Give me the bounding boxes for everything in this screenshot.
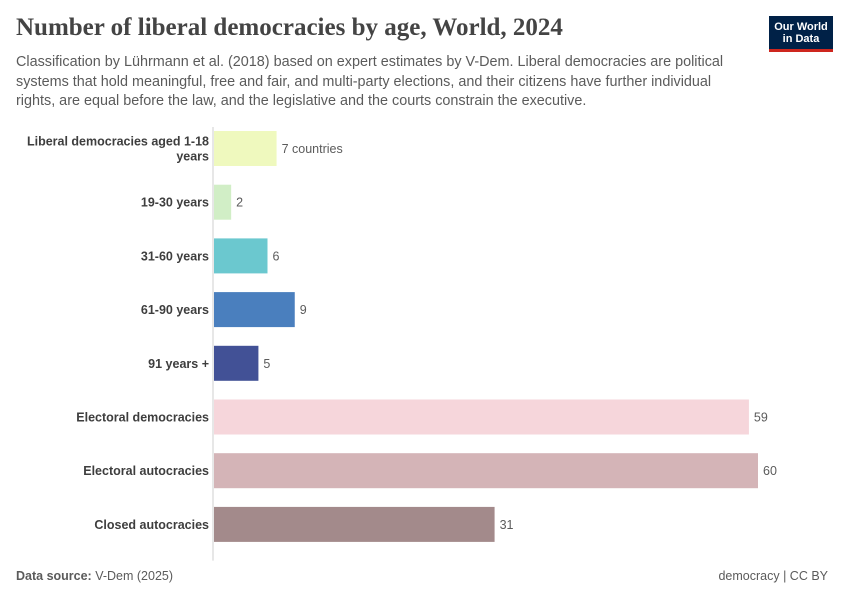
value-label-1: 2 (236, 196, 243, 210)
bar-4[interactable] (214, 345, 259, 381)
logo-line-1: Our World (774, 21, 828, 33)
category-label-7: Closed autocracies (94, 518, 209, 532)
license-note[interactable]: democracy | CC BY (718, 569, 828, 583)
category-label-line: 61-90 years (141, 303, 209, 317)
category-label-line: 31-60 years (141, 249, 209, 263)
chart-subtitle: Classification by Lührmann et al. (2018)… (16, 54, 724, 109)
value-label-0: 7 countries (282, 142, 343, 156)
category-label-0: Liberal democracies aged 1-18 years (27, 135, 209, 164)
category-label-3: 61-90 years (141, 303, 209, 317)
value-label-3: 9 (300, 303, 307, 317)
category-label-line: Electoral autocracies (83, 464, 209, 478)
data-source: Data source: V-Dem (2025) (16, 569, 173, 583)
data-source-value[interactable]: V-Dem (2025) (95, 569, 174, 583)
bar-6[interactable] (214, 453, 758, 489)
value-label-2: 6 (273, 249, 280, 263)
category-label-1: 19-30 years (141, 196, 209, 210)
value-label-5: 59 (754, 411, 768, 425)
category-label-6: Electoral autocracies (83, 464, 209, 478)
category-label-line: 91 years + (148, 357, 209, 371)
category-label-5: Electoral democracies (76, 411, 209, 425)
value-label-6: 60 (763, 464, 777, 478)
category-label-line: Closed autocracies (94, 518, 209, 532)
category-label-4: 91 years + (148, 357, 209, 371)
value-label-7: 31 (500, 518, 514, 532)
bar-1[interactable] (214, 184, 232, 220)
category-label-line: years (176, 150, 209, 164)
bar-2[interactable] (214, 238, 268, 274)
chart-title: Number of liberal democracies by age, Wo… (16, 14, 563, 41)
value-label-4: 5 (263, 357, 270, 371)
bar-3[interactable] (214, 292, 295, 328)
bar-0[interactable] (214, 131, 277, 166)
bar-5[interactable] (214, 399, 749, 435)
category-label-line: Electoral democracies (76, 411, 209, 425)
category-label-2: 31-60 years (141, 249, 209, 263)
owid-logo[interactable]: Our World in Data (769, 16, 833, 52)
category-label-line: Liberal democracies aged 1-18 (27, 135, 209, 149)
data-source-label: Data source: (16, 569, 92, 583)
category-label-line: 19-30 years (141, 196, 209, 210)
logo-line-2: in Data (782, 33, 820, 45)
bar-7[interactable] (214, 506, 495, 542)
